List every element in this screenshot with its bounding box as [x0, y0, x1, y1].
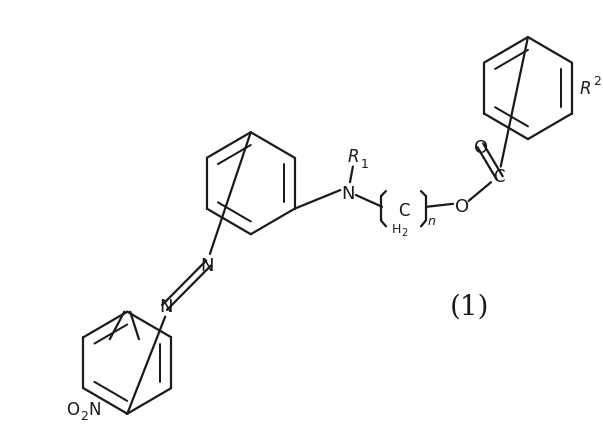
Text: O: O — [455, 197, 469, 215]
Text: n: n — [428, 214, 435, 227]
Text: 2: 2 — [593, 75, 601, 87]
Text: N: N — [200, 256, 213, 274]
Text: H: H — [392, 222, 402, 235]
Text: R: R — [347, 147, 359, 165]
Text: N: N — [88, 400, 101, 418]
Text: C: C — [398, 201, 409, 219]
Text: N: N — [159, 297, 173, 315]
Text: (1): (1) — [450, 293, 490, 320]
Text: 2: 2 — [81, 409, 89, 422]
Text: N: N — [341, 184, 355, 202]
Text: O: O — [474, 138, 488, 157]
Text: O: O — [66, 400, 80, 418]
Text: 2: 2 — [402, 228, 408, 238]
Text: C: C — [493, 168, 505, 186]
Text: 1: 1 — [361, 158, 368, 171]
Text: R: R — [579, 80, 591, 98]
